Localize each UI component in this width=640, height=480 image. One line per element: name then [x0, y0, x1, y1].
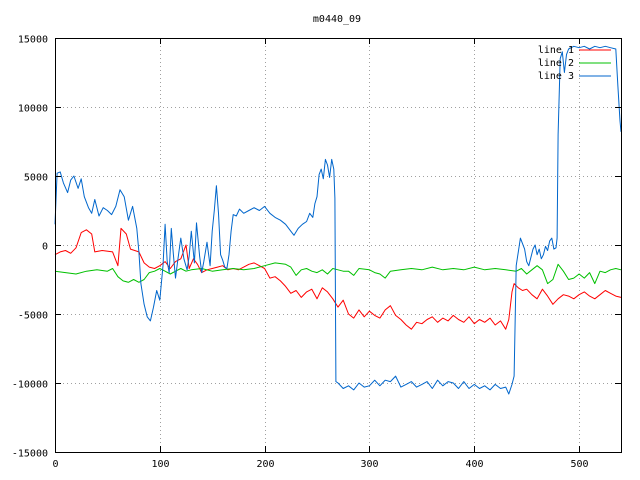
legend-label-3: line 3 [538, 71, 574, 82]
series-line-3 [54, 45, 622, 395]
legend-label-2: line 2 [538, 58, 574, 69]
x-tick-label: 100 [151, 459, 169, 470]
x-tick-label: 500 [570, 459, 588, 470]
y-tick-label: 0 [42, 242, 48, 253]
y-tick-label: 10000 [18, 104, 48, 115]
y-tick-label: -15000 [12, 449, 48, 460]
y-tick-label: -10000 [12, 380, 48, 391]
series-lines [54, 45, 622, 395]
axis-ticks: 0 100 200 300 400 500 -15000 -10000 -5000 0 5000 10… [12, 35, 621, 470]
chart-title: m0440_09 [313, 14, 361, 25]
plot-frame [55, 38, 622, 453]
series-line-1 [54, 227, 622, 330]
x-tick-label: 0 [52, 459, 58, 470]
y-tick-label: -5000 [18, 311, 48, 322]
y-tick-label: 15000 [18, 35, 48, 46]
x-tick-label: 400 [465, 459, 483, 470]
series-line-2 [54, 262, 622, 285]
legend: line 1 line 2 line 3 [538, 45, 611, 82]
y-tick-label: 5000 [24, 173, 48, 184]
grid-lines [55, 38, 621, 452]
x-tick-label: 300 [360, 459, 378, 470]
x-tick-label: 200 [256, 459, 274, 470]
legend-label-1: line 1 [538, 45, 574, 56]
